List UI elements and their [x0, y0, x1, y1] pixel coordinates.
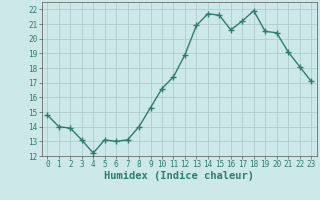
X-axis label: Humidex (Indice chaleur): Humidex (Indice chaleur) — [104, 171, 254, 181]
